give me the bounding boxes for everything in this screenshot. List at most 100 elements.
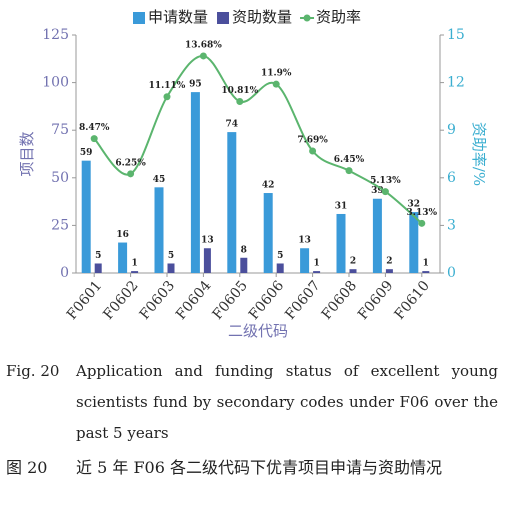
legend-label: 资助率: [316, 8, 361, 26]
bar-value-label: 95: [189, 80, 202, 90]
rate-point: [272, 80, 280, 88]
y-axis-title: 项目数: [18, 131, 36, 176]
rate-value-label: 8.47%: [79, 123, 110, 133]
rate-point: [418, 219, 426, 227]
bar-value-label: 5: [95, 251, 101, 261]
rate-point: [127, 170, 135, 178]
bar: [313, 271, 321, 273]
bar-value-label: 45: [153, 175, 166, 185]
rate-point: [90, 135, 98, 143]
rate-value-label: 6.25%: [115, 158, 146, 168]
bar-value-label: 2: [386, 257, 392, 267]
bar-value-label: 13: [201, 236, 214, 246]
rate-value-label: 13.68%: [185, 40, 222, 50]
bar: [300, 248, 310, 273]
x-tick-label: F0604: [173, 278, 214, 323]
y2-tick-label: 9: [447, 122, 456, 138]
bar-value-label: 1: [313, 259, 319, 269]
legend-label: 资助数量: [232, 8, 292, 26]
legend-label: 申请数量: [148, 8, 208, 26]
x-tick-label: F0607: [282, 278, 323, 323]
bar-value-label: 74: [226, 120, 239, 130]
bar: [336, 213, 346, 273]
y-tick-label: 50: [51, 170, 69, 186]
bar: [385, 269, 393, 273]
legend-swatch: [303, 14, 311, 22]
bar: [263, 193, 273, 273]
rate-point: [199, 52, 207, 60]
bar-value-label: 59: [80, 148, 93, 158]
bar: [131, 271, 139, 273]
y-tick-label: 125: [42, 27, 69, 43]
rate-point: [345, 167, 353, 175]
y2-axis-title: 资助率/%: [470, 122, 488, 186]
y2-tick-label: 6: [447, 170, 456, 186]
bar-value-label: 2: [350, 257, 356, 267]
bar-value-label: 1: [131, 259, 137, 269]
x-axis-title: 二级代码: [228, 322, 288, 340]
rate-value-label: 7.69%: [297, 135, 328, 145]
y-tick-label: 100: [42, 75, 69, 91]
rate-value-label: 10.81%: [221, 86, 258, 96]
bar-value-label: 13: [298, 236, 311, 246]
bar: [422, 271, 430, 273]
bar: [81, 160, 91, 273]
bar-value-label: 5: [168, 251, 174, 261]
bar-value-label: 1: [423, 259, 429, 269]
bar-value-label: 32: [408, 200, 421, 210]
x-tick-label: F0608: [319, 278, 360, 323]
caption-text: 近 5 年 F06 各二级代码下优青项目申请与资助情况: [76, 458, 442, 477]
x-tick-label: F0606: [246, 278, 287, 323]
x-tick-label: F0610: [392, 278, 433, 323]
bar: [167, 263, 175, 273]
y2-tick-label: 0: [447, 265, 456, 281]
rate-value-label: 11.11%: [149, 81, 186, 91]
bar-value-label: 16: [116, 230, 129, 240]
legend-swatch: [133, 12, 145, 24]
bar: [276, 263, 284, 273]
legend-swatch: [217, 12, 230, 24]
x-tick-label: F0609: [355, 278, 396, 323]
rate-value-label: 6.45%: [334, 155, 365, 165]
caption-zh: 图 20 近 5 年 F06 各二级代码下优青项目申请与资助情况: [6, 452, 498, 483]
rate-value-label: 3.13%: [407, 208, 438, 218]
bar: [240, 257, 248, 273]
caption-label: 图 20: [6, 458, 48, 477]
caption-text: Application and funding status of excell…: [76, 362, 498, 442]
x-tick-label: F0602: [100, 278, 141, 323]
bar: [372, 198, 382, 273]
rate-point: [381, 188, 389, 196]
rate-value-label: 11.9%: [261, 69, 292, 79]
x-tick-label: F0601: [64, 278, 105, 323]
rate-point: [309, 147, 317, 155]
bar-value-label: 42: [262, 181, 275, 191]
y-tick-label: 25: [51, 217, 69, 233]
bar-value-label: 8: [241, 245, 247, 255]
chart: 项目数 资助率/% 二级代码 025507510012503691215F060…: [18, 8, 488, 340]
y2-tick-label: 15: [447, 27, 465, 43]
rate-point: [236, 97, 244, 105]
rate-point: [163, 93, 171, 101]
y-tick-label: 0: [60, 265, 69, 281]
bar: [409, 212, 419, 273]
bar: [118, 242, 128, 273]
bar: [203, 248, 211, 273]
bar: [190, 92, 200, 274]
y2-tick-label: 3: [447, 217, 456, 233]
caption-en: Fig. 20 Application and funding status o…: [6, 356, 498, 449]
bar: [349, 269, 357, 273]
rate-line: [93, 54, 423, 225]
bar-value-label: 5: [277, 251, 283, 261]
rate-value-label: 5.13%: [370, 176, 401, 186]
bar: [94, 263, 102, 273]
x-tick-label: F0603: [137, 278, 178, 323]
bar: [154, 187, 164, 273]
caption-label: Fig. 20: [6, 362, 60, 380]
bar: [227, 132, 237, 273]
bar-value-label: 31: [335, 201, 348, 211]
bar-value-label: 39: [371, 186, 384, 196]
x-tick-label: F0605: [210, 278, 251, 323]
y2-tick-label: 12: [447, 75, 465, 91]
y-tick-label: 75: [51, 122, 69, 138]
